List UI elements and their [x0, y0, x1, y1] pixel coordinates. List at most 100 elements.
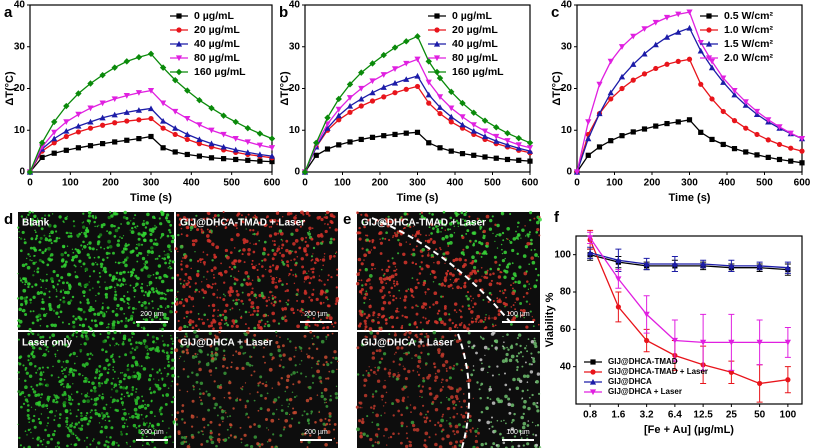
cell-dot	[446, 228, 450, 231]
cell-dot	[38, 249, 40, 251]
cell-dot	[491, 215, 494, 218]
cell-dot	[43, 439, 45, 441]
cell-dot	[488, 227, 493, 231]
marker	[358, 85, 365, 92]
cell-dot	[201, 258, 204, 261]
cell-dot	[380, 338, 383, 340]
cell-dot	[157, 264, 162, 268]
cell-dot	[63, 221, 65, 224]
cell-dot	[25, 296, 28, 299]
cell-dot	[371, 356, 376, 360]
cell-dot	[78, 372, 81, 376]
marker	[619, 133, 625, 139]
cell-dot	[448, 422, 452, 426]
cell-dot	[389, 435, 393, 439]
marker	[784, 264, 791, 271]
cell-dot	[82, 262, 86, 266]
cell-dot	[515, 230, 517, 233]
cell-dot	[17, 338, 20, 341]
cell-dot	[197, 328, 200, 331]
cell-dot	[23, 238, 26, 241]
cell-dot	[442, 385, 444, 388]
cell-dot	[106, 415, 110, 418]
cell-dot	[441, 415, 444, 418]
cell-dot	[266, 338, 269, 342]
cell-dot	[148, 425, 150, 427]
cell-dot	[135, 227, 137, 230]
cell-dot	[329, 220, 333, 224]
cell-dot	[442, 413, 445, 416]
cell-dot	[382, 385, 387, 389]
cell-dot	[445, 378, 449, 382]
cell-dot	[395, 377, 399, 381]
cell-dot	[530, 363, 533, 366]
cell-dot	[50, 437, 53, 441]
cell-dot	[289, 340, 292, 343]
cell-dot	[191, 326, 195, 330]
cell-dot	[530, 238, 533, 242]
cell-dot	[74, 265, 77, 268]
marker	[596, 144, 603, 150]
cell-dot	[188, 319, 192, 322]
cell-dot	[484, 316, 487, 319]
cell-dot	[127, 320, 130, 322]
cell-dot	[449, 417, 451, 419]
marker	[184, 87, 191, 94]
cell-dot	[303, 410, 306, 413]
cell-dot	[48, 234, 51, 238]
cell-dot	[184, 440, 188, 444]
cell-dot	[201, 281, 203, 283]
cell-dot	[377, 427, 380, 431]
x-axis-title: [Fe + Au] (µg/mL)	[644, 424, 734, 436]
cell-dot	[170, 234, 173, 237]
cell-dot	[219, 314, 222, 317]
cell-dot	[422, 379, 426, 383]
cell-dot	[114, 293, 118, 297]
cell-dot	[194, 239, 198, 243]
cell-dot	[428, 387, 432, 390]
cell-dot	[271, 358, 273, 361]
cell-dot	[213, 253, 216, 257]
cell-dot	[284, 411, 289, 416]
marker	[587, 249, 594, 256]
cell-dot	[88, 308, 92, 313]
cell-dot	[183, 335, 187, 338]
cell-dot	[335, 251, 338, 253]
marker	[700, 260, 707, 267]
cell-dot	[243, 433, 247, 437]
cell-dot	[30, 331, 33, 334]
cell-dot	[361, 247, 364, 250]
cell-dot	[30, 237, 34, 241]
cell-dot	[66, 433, 71, 438]
cell-dot	[86, 392, 89, 394]
cell-dot	[481, 219, 485, 223]
cell-dot	[458, 387, 462, 391]
cell-dot	[137, 243, 141, 247]
cell-dot	[416, 364, 420, 368]
cell-dot	[91, 333, 95, 337]
cell-dot	[153, 224, 156, 227]
cell-dot	[278, 229, 283, 233]
cell-dot	[164, 293, 167, 296]
cell-dot	[249, 228, 252, 232]
cell-dot	[370, 406, 373, 409]
cell-dot	[104, 350, 108, 354]
cell-dot	[200, 399, 203, 402]
cell-dot	[181, 298, 184, 301]
cell-dot	[411, 234, 414, 236]
cell-dot	[166, 253, 170, 257]
cell-dot	[116, 320, 120, 325]
cell-dot	[240, 387, 242, 389]
cell-dot	[41, 260, 44, 263]
cell-dot	[502, 345, 505, 348]
cell-dot	[115, 389, 119, 393]
cell-dot	[169, 231, 172, 234]
cell-dot	[299, 309, 303, 313]
cell-dot	[82, 416, 87, 421]
cell-dot	[68, 370, 72, 374]
cell-dot	[134, 226, 137, 229]
cell-dot	[82, 221, 85, 223]
cell-dot	[124, 386, 128, 390]
cell-dot	[148, 280, 153, 285]
cell-dot	[258, 263, 261, 266]
